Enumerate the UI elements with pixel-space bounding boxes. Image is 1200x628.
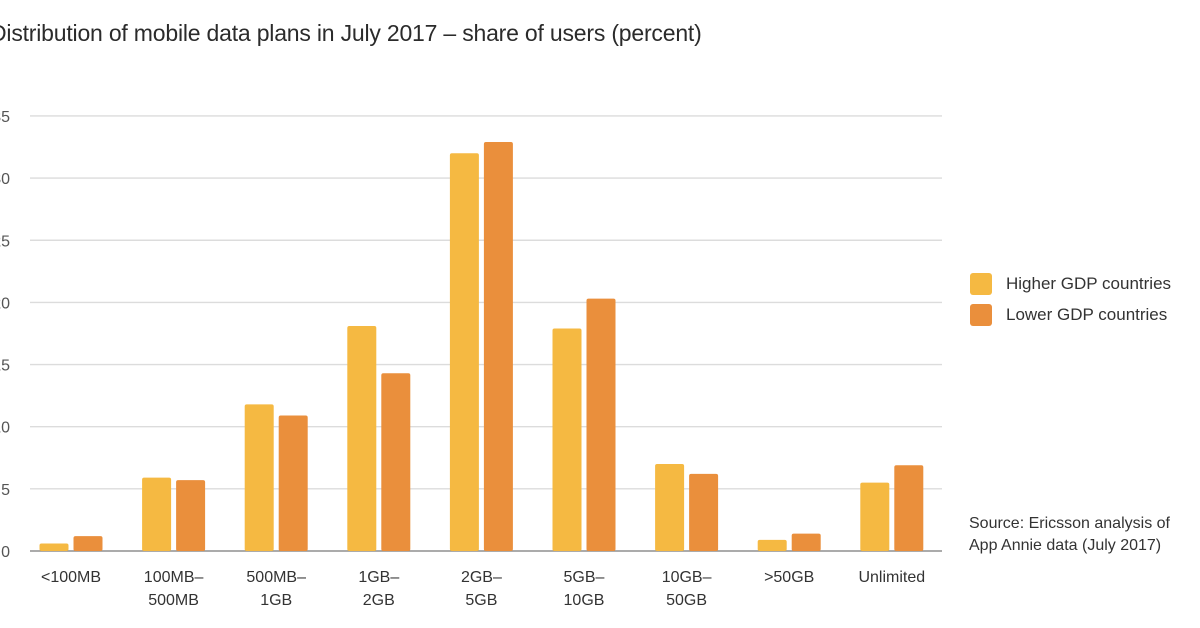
y-tick-label: 30 [0, 171, 10, 188]
legend-label-lower-gdp: Lower GDP countries [1006, 304, 1168, 324]
legend-item-lower-gdp: Lower GDP countries [970, 299, 1171, 330]
y-tick-label: 0 [1, 544, 10, 561]
y-tick-label: 15 [0, 358, 10, 375]
bar-higher-gdp [655, 463, 685, 551]
bar-higher-gdp [449, 153, 479, 552]
legend-label-higher-gdp: Higher GDP countries [1006, 273, 1172, 293]
x-axis-labels: <100MB 100MB– 500MB 500MB– 1GB 1GB– 2GB 2GB– 5GB… [41, 569, 925, 609]
chart-title: Distribution of mobile data plans in Jul… [0, 20, 702, 46]
bar-lower-gdp [73, 536, 103, 551]
x-tick-label: 100MB– 500MB [144, 569, 204, 609]
bar-lower-gdp [278, 415, 308, 551]
bar-lower-gdp [791, 533, 821, 551]
x-tick-label: <100MB [41, 569, 101, 586]
legend-swatch-higher-gdp [970, 272, 992, 295]
bar-higher-gdp [347, 326, 377, 551]
legend-swatch-lower-gdp [970, 303, 992, 326]
source-note: Source: Ericsson analysis of App Annie d… [969, 513, 1170, 557]
y-tick-label: 35 [0, 109, 10, 126]
y-tick-label: 5 [1, 482, 10, 499]
bar-lower-gdp [894, 465, 924, 551]
y-tick-label: 20 [0, 295, 10, 312]
bar-lower-gdp [483, 142, 513, 552]
legend: Higher GDP countries Lower GDP countries [970, 268, 1171, 330]
bar-lower-gdp [586, 298, 616, 551]
bar-higher-gdp [244, 404, 274, 551]
x-tick-label: 10GB– 50GB [662, 569, 712, 609]
bar-lower-gdp [176, 480, 206, 551]
bars [39, 142, 924, 552]
x-tick-label: 5GB– 10GB [564, 569, 605, 609]
x-tick-label: >50GB [764, 569, 814, 586]
source-line-1: Source: Ericsson analysis of [969, 515, 1170, 532]
bar-lower-gdp [381, 373, 411, 551]
bar-lower-gdp [689, 473, 719, 551]
x-tick-label: 1GB– 2GB [358, 569, 399, 609]
legend-item-higher-gdp: Higher GDP countries [970, 268, 1171, 299]
bar-higher-gdp [39, 543, 69, 551]
y-tick-label: 25 [0, 233, 10, 250]
x-tick-label: Unlimited [858, 569, 925, 586]
source-line-2: App Annie data (July 2017) [969, 537, 1162, 554]
x-tick-label: 500MB– 1GB [246, 569, 306, 609]
bar-higher-gdp [757, 539, 787, 551]
x-tick-label: 2GB– 5GB [461, 569, 502, 609]
bar-higher-gdp [860, 482, 890, 551]
bar-higher-gdp [552, 328, 582, 551]
y-axis-ticks: 0 5 10 15 20 25 30 35 [0, 109, 10, 561]
bar-higher-gdp [142, 477, 172, 551]
y-tick-label: 10 [0, 420, 10, 437]
